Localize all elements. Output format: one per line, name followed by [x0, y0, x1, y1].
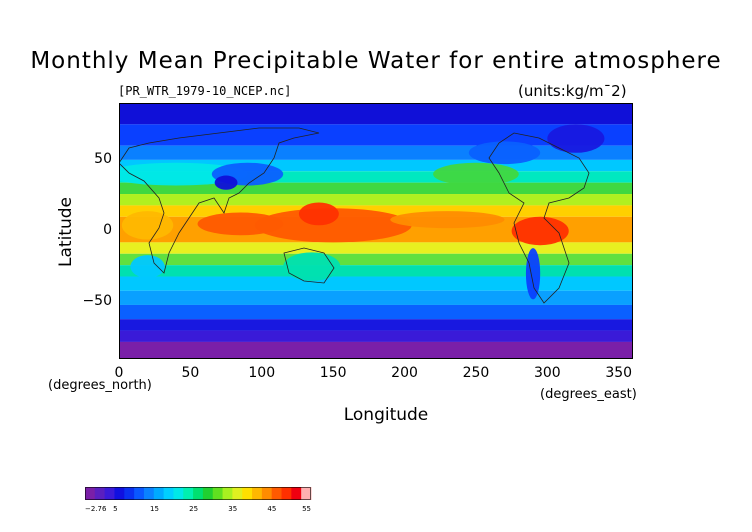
colorbar-swatch: [134, 487, 145, 500]
colorbar-label: 55: [302, 505, 311, 513]
colorbar-label: 15: [150, 505, 159, 513]
moisture-region: [197, 212, 284, 236]
colorbar-swatch: [163, 487, 174, 500]
moisture-region: [283, 252, 341, 281]
colorbar-swatch: [183, 487, 194, 500]
colorbar-swatch: [114, 487, 125, 500]
colorbar-swatch: [104, 487, 115, 500]
x-tick-label: 50: [181, 365, 200, 381]
source-file-label: [PR_WTR_1979-10_NCEP.nc]: [118, 84, 292, 98]
moisture-region: [433, 162, 519, 186]
precipitable-water-map: [119, 103, 633, 359]
colorbar-swatch: [94, 487, 106, 500]
latitude-band: [119, 265, 633, 277]
latitude-band: [119, 103, 633, 125]
y-tick-label: −50: [82, 293, 112, 310]
colorbar-swatch: [301, 487, 312, 500]
x-tick-label: 150: [319, 365, 347, 381]
latitude-band: [119, 276, 633, 291]
colorbar-label: 25: [189, 505, 198, 513]
map-frame: [119, 103, 633, 359]
colorbar-swatch: [281, 487, 292, 500]
colorbar-swatch: [212, 487, 224, 500]
colorbar-swatch: [261, 487, 273, 500]
moisture-region: [254, 208, 412, 243]
colorbar-frame: [85, 487, 311, 500]
x-tick-label: 100: [248, 365, 276, 381]
colorbar-swatch: [153, 487, 165, 500]
moisture-region: [511, 216, 569, 246]
moisture-region: [214, 175, 238, 190]
latitude-band: [119, 253, 633, 266]
moisture-region: [121, 211, 174, 240]
x-tick-label: 350: [605, 365, 633, 381]
moisture-region: [390, 211, 505, 229]
y-tick-label: 0: [103, 222, 112, 238]
colorbar-swatch: [291, 487, 302, 500]
latitude-band: [119, 319, 633, 331]
coastline: [119, 127, 320, 274]
colorbar-label: 5: [113, 505, 117, 513]
colorbar-label: 45: [267, 505, 276, 513]
colorbar-swatch: [202, 487, 214, 500]
x-tick-label: 250: [462, 365, 490, 381]
x-tick-label: 300: [533, 365, 561, 381]
y-axis-units: (degrees_north): [48, 378, 152, 393]
moisture-region: [525, 248, 541, 300]
chart-title: Monthly Mean Precipitable Water for enti…: [30, 48, 722, 74]
moisture-region: [298, 202, 339, 226]
y-tick-label: 50: [94, 150, 112, 167]
colorbar-swatch: [232, 487, 243, 500]
colorbar-swatch: [222, 487, 233, 500]
colorbar-swatch: [143, 487, 155, 500]
latitude-band: [119, 242, 633, 254]
x-tick-label: 0: [114, 365, 124, 381]
colorbar-label: −2.76: [85, 505, 107, 513]
units-label: (units:kg/m¯2): [518, 82, 627, 100]
moisture-region: [119, 162, 248, 186]
coastline: [488, 132, 590, 304]
x-axis-label: Longitude: [343, 405, 429, 425]
x-tick-label: 200: [391, 365, 418, 381]
latitude-band: [119, 304, 633, 320]
colorbar-swatch: [85, 487, 96, 500]
latitude-band: [119, 341, 633, 359]
colorbar-label: 35: [228, 505, 237, 513]
colorbar-swatch: [252, 487, 263, 500]
colorbar-swatch: [173, 487, 184, 500]
colorbar-swatch: [271, 487, 283, 500]
latitude-band: [119, 194, 633, 206]
latitude-band: [119, 182, 633, 195]
latitude-band: [119, 159, 633, 172]
latitude-band: [119, 330, 633, 342]
latitude-band: [119, 290, 633, 305]
moisture-region: [130, 255, 165, 278]
coastline: [283, 247, 335, 284]
colorbar: −2.76 5 15 25 35 45 55: [85, 487, 312, 513]
colorbar-swatch: [242, 487, 253, 500]
moisture-region: [468, 141, 541, 165]
colorbar-swatch: [193, 487, 204, 500]
latitude-band: [119, 171, 633, 183]
colorbar-swatch: [124, 487, 135, 500]
x-axis-units: (degrees_east): [540, 387, 637, 402]
moisture-region: [547, 124, 605, 153]
